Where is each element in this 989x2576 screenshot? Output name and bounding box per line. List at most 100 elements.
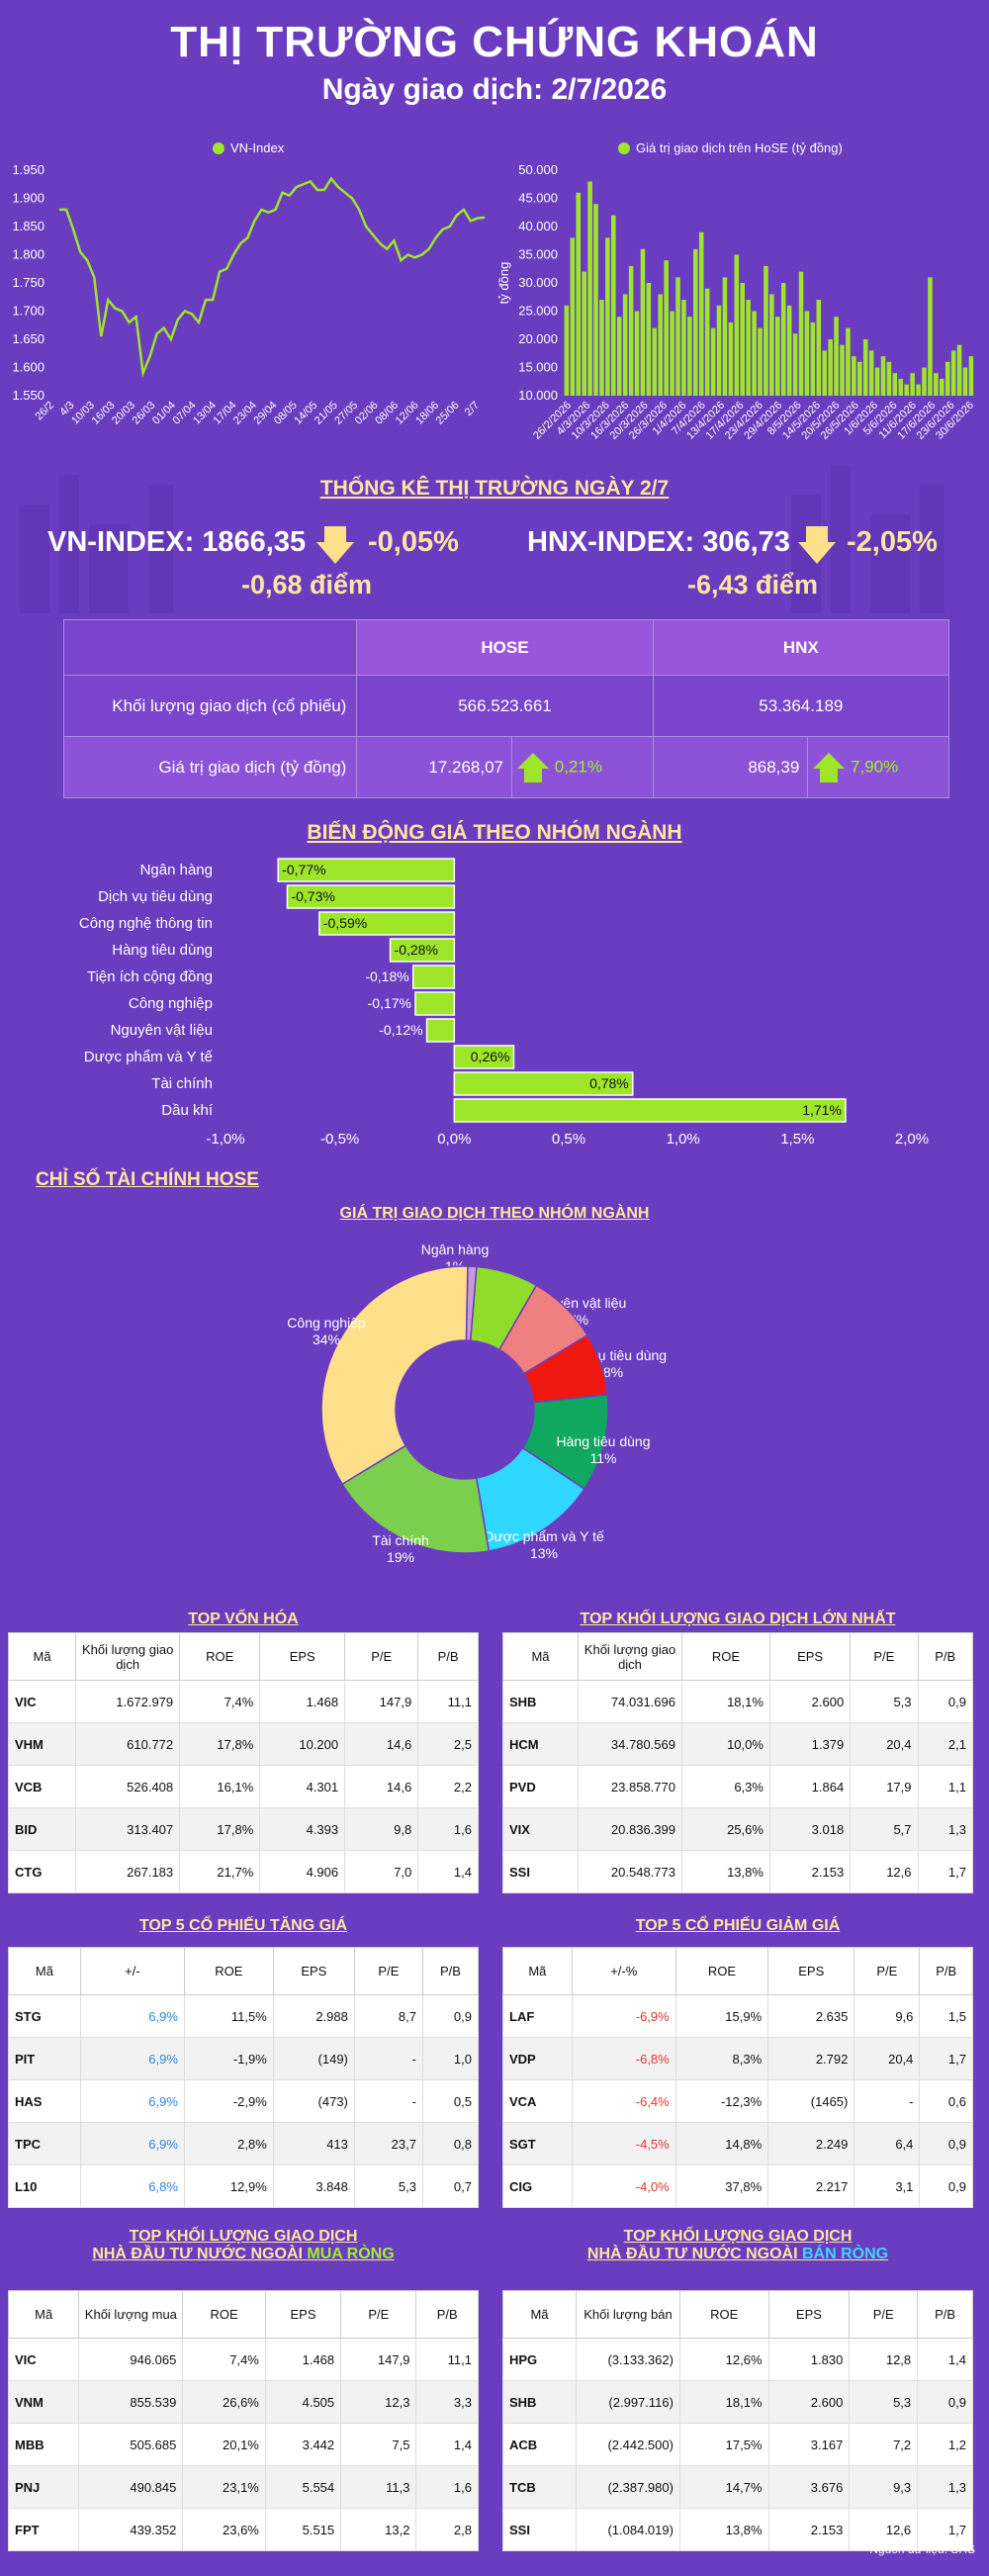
- vnindex-value: VN-INDEX: 1866,35: [47, 526, 307, 558]
- bar: [780, 283, 786, 396]
- bar: [816, 300, 822, 396]
- table-cell: 12,6: [850, 1850, 919, 1893]
- hnx-value-change: 7,90%: [807, 736, 949, 798]
- table-row: STG 6,9% 11,5% 2.988 8,7 0,9: [8, 1994, 480, 2038]
- bar: [576, 192, 581, 396]
- column-header: EPS: [768, 1632, 852, 1681]
- table-cell: 6,4: [854, 2122, 921, 2165]
- x-tick-label: 0,5%: [552, 1131, 585, 1148]
- table-row: BID 313.407 17,8% 4.393 9,8 1,6: [7, 1807, 479, 1851]
- table-cell: 2.792: [767, 2037, 855, 2080]
- hose-header: HOSE: [356, 619, 654, 676]
- table-row: CTG 267.183 21,7% 4.906 7,0 1,4: [7, 1850, 479, 1893]
- column-header: ROE: [674, 1947, 769, 1995]
- bar: [687, 317, 692, 396]
- table-cell: 3.018: [768, 1807, 852, 1851]
- table-cell: 0,9: [421, 1994, 480, 2038]
- table-cell: (1465): [767, 2079, 855, 2123]
- table-cell: 6,9%: [79, 2079, 185, 2123]
- table-cell: 3.676: [767, 2465, 851, 2509]
- slice-percent-label: 11%: [590, 1450, 617, 1466]
- slice-category-label: Ngân hàng: [421, 1242, 490, 1257]
- bar: [622, 294, 628, 396]
- title-line: NHÀ ĐẦU TƯ NƯỚC NGOÀI MUA RÒNG: [92, 2246, 395, 2262]
- table-cell: -6,9%: [571, 1994, 676, 2038]
- sector-bar: [453, 1045, 515, 1069]
- column-header: P/E: [850, 1632, 919, 1681]
- data-label: -0,73%: [291, 888, 334, 904]
- bar: [968, 356, 974, 396]
- table-cell: CTG: [7, 1850, 77, 1893]
- vnindex-line: [59, 176, 486, 379]
- bar: [758, 327, 763, 396]
- table-cell: SHB: [502, 1680, 579, 1723]
- table-cell: VIX: [502, 1807, 579, 1851]
- column-header: ROE: [681, 1632, 770, 1681]
- table-row: VIC 946.065 7,4% 1.468 147,9 11,1: [7, 2338, 479, 2381]
- y-tick-label: 1.650: [12, 331, 45, 346]
- table-cell: 25,6%: [681, 1807, 770, 1851]
- sector-bar: [286, 884, 456, 909]
- table-cell: 23,1%: [182, 2465, 266, 2509]
- table-cell: -6,8%: [571, 2037, 676, 2080]
- y-tick-label: 50.000: [518, 162, 558, 177]
- y-tick-label: 1.900: [12, 191, 45, 206]
- table-cell: 10,0%: [681, 1722, 770, 1766]
- data-label: 0,26%: [471, 1049, 510, 1064]
- table-row: PNJ 490.845 23,1% 5.554 11,3 1,6: [7, 2465, 479, 2509]
- data-label: 1,71%: [802, 1102, 842, 1118]
- column-header: P/B: [415, 2290, 479, 2339]
- column-header: Mã: [502, 1947, 573, 1995]
- bar: [868, 350, 874, 396]
- sector-bar: [411, 965, 456, 989]
- slice-percent-label: 8%: [603, 1364, 623, 1380]
- vnindex-pct: -0,05%: [368, 526, 459, 558]
- top-cap-table: Mã Khối lượng giao dịch ROE EPS P/E P/B VIC 1.6…: [7, 1632, 479, 1893]
- table-cell: 20,1%: [182, 2423, 266, 2466]
- x-tick-label: 1,0%: [667, 1131, 700, 1148]
- table-cell: 21,7%: [179, 1850, 261, 1893]
- bar: [722, 277, 728, 396]
- sector-bar: [318, 911, 456, 936]
- table-cell: 5,3: [353, 2164, 423, 2208]
- table-cell: TCB: [502, 2465, 577, 2509]
- table-cell: 5,3: [850, 1680, 919, 1723]
- table-row: SSI 20.548.773 13,8% 2.153 12,6 1,7: [502, 1850, 974, 1893]
- column-header: P/E: [854, 1947, 921, 1995]
- table-cell: 2.153: [768, 1850, 852, 1893]
- table-cell: SSI: [502, 2508, 577, 2551]
- x-tick-label: 2,0%: [895, 1131, 929, 1148]
- table-cell: 1,5: [919, 1994, 973, 2038]
- table-cell: VHM: [7, 1722, 77, 1766]
- bar: [910, 373, 915, 396]
- table-cell: VCB: [7, 1765, 77, 1808]
- bar: [922, 367, 927, 396]
- table-row: SHB 74.031.696 18,1% 2.600 5,3 0,9: [502, 1680, 974, 1723]
- table-cell: (1.084.019): [575, 2508, 680, 2551]
- bar: [928, 277, 933, 396]
- table-cell: BID: [7, 1807, 77, 1851]
- arrow-up-icon: [813, 752, 846, 782]
- x-tick-label: 25/06: [434, 400, 462, 427]
- y-tick-label: 45.000: [518, 191, 558, 206]
- bar: [593, 204, 598, 396]
- table-cell: 0,9: [919, 2122, 973, 2165]
- y-tick-label: 1.750: [12, 275, 45, 290]
- bar: [570, 237, 576, 396]
- bar: [852, 356, 856, 396]
- column-header: P/B: [917, 2290, 973, 2339]
- column-header: EPS: [767, 1947, 855, 1995]
- table-cell: (2.997.116): [575, 2380, 680, 2424]
- column-header: EPS: [264, 2290, 342, 2339]
- bar: [716, 305, 722, 396]
- table-cell: 0,6: [919, 2079, 973, 2123]
- column-header: P/B: [919, 1947, 973, 1995]
- x-tick-label: 26/2: [33, 400, 56, 423]
- x-tick-label: 1,5%: [780, 1131, 814, 1148]
- table-cell: 14,8%: [674, 2122, 769, 2165]
- table-cell: HAS: [8, 2079, 81, 2123]
- table-cell: 4.505: [264, 2380, 342, 2424]
- column-header: +/-%: [571, 1947, 676, 1995]
- table-cell: 9,6: [854, 1994, 921, 2038]
- hnx-value: 868,39: [652, 736, 809, 798]
